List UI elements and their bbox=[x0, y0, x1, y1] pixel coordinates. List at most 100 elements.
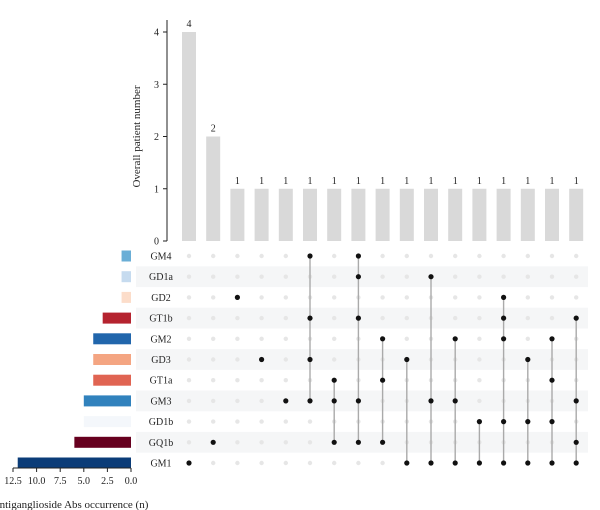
matrix-row-stripe bbox=[136, 349, 588, 370]
matrix-dot-empty bbox=[259, 460, 264, 466]
matrix-dot-empty bbox=[477, 398, 482, 404]
matrix-dot-empty bbox=[574, 253, 579, 259]
matrix-dot-empty bbox=[186, 419, 192, 424]
matrix-dot-empty bbox=[235, 336, 240, 341]
matrix-dot-empty bbox=[404, 295, 409, 300]
matrix-dot-filled bbox=[501, 460, 507, 466]
intersection-bar-label: 1 bbox=[404, 176, 409, 187]
matrix-dot-empty bbox=[283, 357, 288, 362]
matrix-dot-filled bbox=[428, 460, 434, 466]
matrix-dot-filled bbox=[501, 315, 507, 321]
set-size-bar bbox=[74, 436, 131, 448]
matrix-dot-empty bbox=[574, 274, 579, 279]
matrix-dot-empty bbox=[259, 419, 264, 424]
matrix-dot-empty bbox=[186, 253, 192, 259]
matrix-dot-filled bbox=[283, 398, 289, 404]
intersection-bar bbox=[472, 188, 487, 241]
matrix-dot-empty bbox=[332, 460, 337, 466]
matrix-dot-filled bbox=[501, 336, 507, 342]
matrix-dot-empty bbox=[477, 336, 482, 341]
matrix-dot-empty bbox=[235, 253, 240, 259]
set-size-bar bbox=[93, 333, 131, 345]
matrix-dot-filled bbox=[355, 253, 361, 259]
set-size-bar bbox=[83, 395, 131, 407]
intersection-bar bbox=[351, 188, 366, 241]
intersection-bar-label: 1 bbox=[429, 176, 434, 187]
matrix-dot-empty bbox=[477, 295, 482, 300]
intersection-bar bbox=[496, 188, 511, 241]
matrix-dot-filled bbox=[525, 356, 531, 363]
matrix-dot-empty bbox=[186, 295, 192, 300]
matrix-dot-filled bbox=[549, 377, 555, 383]
intersection-bar bbox=[375, 188, 390, 241]
matrix-dot-empty bbox=[283, 378, 288, 383]
intersection-bar-label: 1 bbox=[453, 176, 458, 187]
matrix-dot-empty bbox=[477, 315, 482, 321]
intersection-bar bbox=[303, 188, 317, 241]
set-size-bar bbox=[121, 291, 131, 303]
intersection-bar bbox=[254, 188, 269, 241]
matrix-dot-filled bbox=[307, 253, 313, 259]
set-name-label: GD1a bbox=[149, 272, 173, 283]
intersection-bar-label: 1 bbox=[332, 176, 337, 187]
matrix-dot-empty bbox=[525, 274, 530, 279]
matrix-dot-empty bbox=[186, 398, 192, 404]
matrix-dot-empty bbox=[211, 315, 216, 321]
matrix-dot-empty bbox=[259, 315, 264, 321]
matrix-dot-empty bbox=[283, 336, 288, 341]
x-tick-label: 10.0 bbox=[28, 476, 46, 487]
matrix-dot-empty bbox=[501, 253, 506, 259]
matrix-dot-filled bbox=[307, 398, 313, 404]
matrix-dot-empty bbox=[259, 398, 264, 404]
matrix-dot-empty bbox=[404, 315, 409, 321]
set-size-bar bbox=[121, 271, 131, 283]
matrix-dot-empty bbox=[477, 378, 482, 383]
set-name-label: GT1a bbox=[150, 376, 173, 387]
matrix-dot-filled bbox=[452, 336, 458, 342]
matrix-dot-empty bbox=[283, 253, 288, 259]
matrix-dot-empty bbox=[235, 378, 240, 383]
x-tick-label: 5.0 bbox=[78, 476, 91, 487]
matrix-dot-empty bbox=[525, 295, 530, 300]
matrix-dot-empty bbox=[283, 419, 288, 424]
matrix-dot-empty bbox=[307, 419, 313, 424]
intersection-bar-label: 1 bbox=[283, 176, 288, 187]
matrix-dot-filled bbox=[549, 336, 555, 342]
matrix-dot-filled bbox=[355, 315, 361, 321]
matrix-dot-empty bbox=[525, 315, 530, 321]
matrix-dot-empty bbox=[549, 274, 555, 279]
set-size-bar bbox=[93, 354, 131, 365]
matrix-dot-empty bbox=[404, 274, 409, 279]
x-tick-label: 12.5 bbox=[4, 476, 22, 487]
matrix-dot-empty bbox=[428, 253, 434, 259]
set-size-bar bbox=[83, 416, 131, 428]
matrix-dot-empty bbox=[186, 336, 192, 341]
matrix-dot-empty bbox=[211, 398, 216, 404]
matrix-dot-empty bbox=[574, 295, 579, 300]
intersection-bar bbox=[569, 188, 584, 241]
matrix-dot-filled bbox=[380, 336, 386, 342]
matrix-dot-empty bbox=[186, 440, 192, 445]
matrix-dot-filled bbox=[259, 356, 265, 363]
matrix-dot-filled bbox=[404, 356, 410, 363]
intersection-bar bbox=[545, 188, 559, 241]
matrix-dot-filled bbox=[452, 460, 458, 466]
matrix-dot-empty bbox=[211, 357, 216, 362]
y-tick-label: 2 bbox=[154, 132, 159, 143]
matrix-dot-empty bbox=[259, 253, 264, 259]
matrix-dot-filled bbox=[331, 439, 337, 445]
matrix-dot-empty bbox=[332, 357, 337, 362]
matrix-dot-empty bbox=[211, 336, 216, 341]
y-tick-label: 4 bbox=[154, 28, 159, 39]
matrix-dot-empty bbox=[477, 253, 482, 259]
matrix-dot-empty bbox=[259, 378, 264, 383]
intersection-bar bbox=[424, 188, 438, 241]
intersection-bar-label: 1 bbox=[477, 176, 482, 187]
x-tick-label: 2.5 bbox=[101, 476, 114, 487]
matrix-dot-empty bbox=[283, 440, 288, 445]
intersection-bar-label: 1 bbox=[525, 176, 530, 187]
intersection-bar bbox=[448, 188, 463, 241]
matrix-dot-empty bbox=[549, 295, 555, 300]
matrix-dot-empty bbox=[477, 357, 482, 362]
